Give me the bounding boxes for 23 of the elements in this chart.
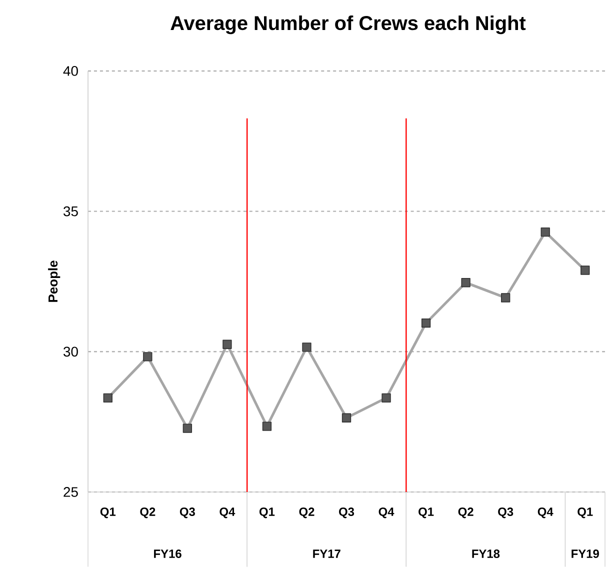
- x-tick-label: Q1: [100, 508, 116, 518]
- text: FY18: [472, 550, 500, 558]
- y-tick-label: 25: [64, 487, 78, 497]
- x-tick-label: Q1: [259, 508, 275, 518]
- x-tick-label: Q2: [299, 508, 314, 518]
- y-tick-label: 35: [64, 206, 78, 216]
- x-tick-label: Q1: [418, 508, 434, 518]
- text: FY17: [313, 550, 340, 558]
- x-tick-label: Q4: [538, 508, 554, 518]
- x-tick-label: Q4: [378, 508, 394, 518]
- x-tick-label: Q3: [498, 508, 514, 518]
- x-tick-label: Q3: [180, 508, 195, 518]
- x-tick-label: Q2: [458, 508, 474, 518]
- text: FY16: [154, 550, 182, 558]
- x-tick-label: Q1: [578, 508, 593, 518]
- x-tick-label: Q2: [140, 508, 156, 518]
- text: FY19: [572, 550, 599, 558]
- y-axis-title: People: [48, 260, 60, 302]
- x-tick-label: Q3: [339, 508, 354, 518]
- y-tick-label: 40: [63, 66, 78, 76]
- chart-title: Average Number of Crews each Night: [170, 16, 526, 34]
- y-tick-label: 30: [64, 346, 78, 357]
- x-tick-label: Q4: [220, 508, 236, 518]
